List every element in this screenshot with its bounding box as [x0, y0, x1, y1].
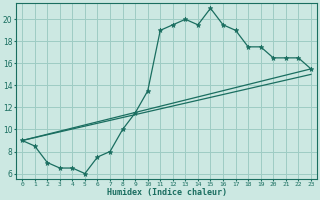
X-axis label: Humidex (Indice chaleur): Humidex (Indice chaleur): [107, 188, 227, 197]
